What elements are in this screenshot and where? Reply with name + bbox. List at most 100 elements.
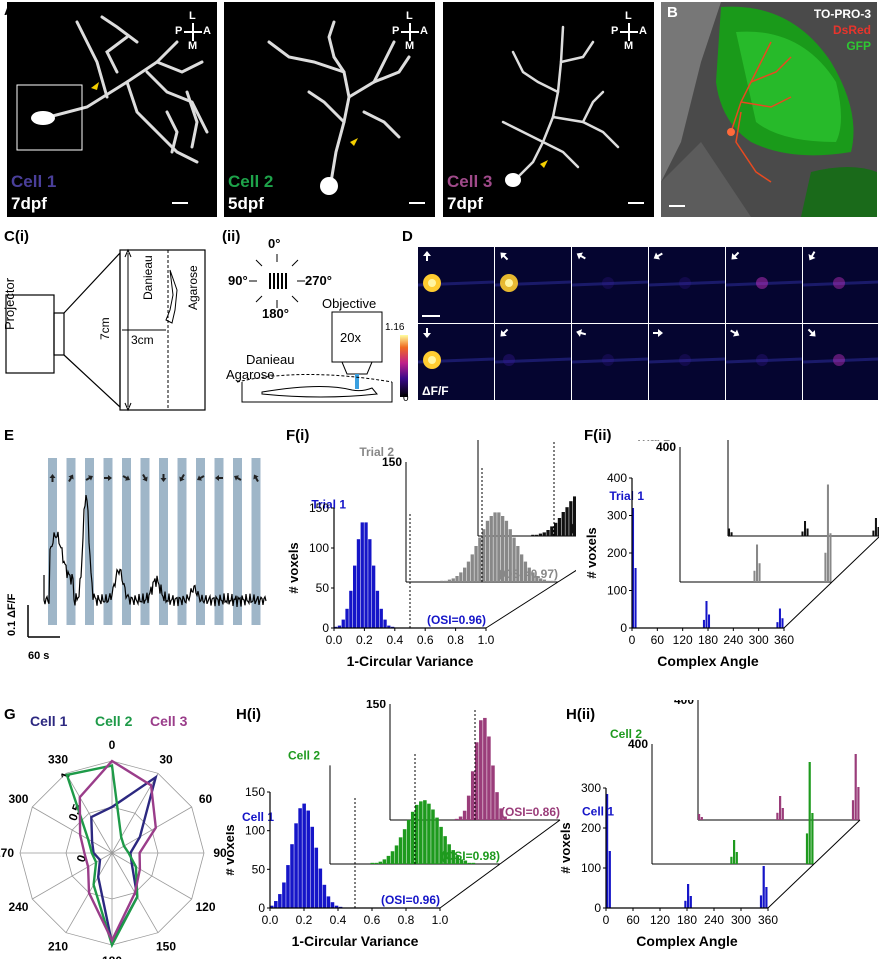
- orient-right: A: [420, 25, 428, 37]
- x-tick-label: 180: [698, 633, 718, 647]
- histogram-bar: [402, 829, 407, 864]
- histogram-bar: [475, 742, 479, 820]
- histogram-bar: [451, 578, 455, 582]
- orient-left: P: [175, 25, 183, 37]
- histogram-bar: [306, 810, 310, 908]
- stimulus-epoch-bar: [48, 458, 57, 625]
- orientation-compass-3: L P A M: [611, 10, 647, 54]
- stimulus-direction-arrow: [808, 251, 816, 261]
- imaging-background: [648, 357, 726, 364]
- y-tick-label: 100: [245, 824, 265, 838]
- cell-1-name: Cell 1: [11, 172, 57, 191]
- cell-3-image: Cell 3 7dpf L P A M: [443, 2, 654, 217]
- panel-hi-label: H(i): [236, 706, 261, 723]
- dff-trace: [43, 494, 267, 607]
- cell-response-blob: [833, 277, 845, 289]
- histogram-bar: [440, 580, 444, 582]
- x-tick-label: 360: [758, 913, 778, 927]
- histogram-bar: [857, 787, 860, 820]
- arrow-shape: [808, 251, 816, 261]
- stim-arrow-shape: [122, 475, 130, 481]
- histogram-bar: [278, 894, 282, 908]
- histogram-bar: [314, 847, 319, 908]
- arrow-shape: [576, 252, 586, 260]
- histogram-bar: [382, 859, 387, 864]
- histogram-bar: [427, 803, 431, 864]
- microscope-schematic: [236, 254, 393, 403]
- histogram-bar: [535, 576, 539, 582]
- cell-1-neuron: [16, 15, 209, 204]
- stimulus-direction-arrow: [576, 252, 586, 260]
- stimulus-direction-arrow: [423, 251, 431, 261]
- stimulus-arrow: [215, 475, 223, 481]
- polar-angle-label: 270: [0, 846, 14, 860]
- histogram-bar: [482, 529, 486, 582]
- histogram-bar: [565, 507, 569, 536]
- cell-1-image: Cell 1 7dpf L P A M: [7, 2, 217, 217]
- y-axis-title: # voxels: [584, 527, 599, 578]
- layer-name: Cell 3: [348, 700, 380, 701]
- histogram-bar: [360, 522, 364, 628]
- histogram-bar: [608, 851, 611, 908]
- histogram-bar: [826, 484, 829, 582]
- histogram-bar: [778, 608, 781, 628]
- y-tick-label: 0: [620, 621, 627, 635]
- histogram-bar: [527, 567, 531, 582]
- polar-legend-1: Cell 1: [30, 713, 68, 729]
- histogram-bar: [806, 528, 809, 536]
- stim-arrow-shape: [85, 475, 93, 481]
- projector-schematic: [5, 248, 206, 412]
- polar-spoke: [111, 806, 192, 854]
- stimulus-epoch-bar: [66, 458, 76, 625]
- histogram-bar: [466, 795, 471, 820]
- tuning-curve-3: [78, 759, 158, 944]
- cell-2-neuron: [267, 20, 425, 204]
- histogram-bar: [554, 522, 558, 536]
- stim-arrow-shape: [49, 474, 56, 482]
- polar-angle-label: 210: [48, 940, 68, 954]
- imaging-background: [494, 357, 572, 364]
- histogram-bar: [874, 518, 877, 536]
- y-tick-label: 200: [581, 821, 601, 835]
- panel-hii-label: H(ii): [566, 706, 596, 723]
- histogram-bar: [334, 905, 339, 908]
- layer-name: Cell 1: [242, 810, 274, 824]
- circular-variance-histogram-cells: 150Cell 3(OSI=0.86)Cell 2(OSI=0.98)Cell …: [226, 700, 561, 949]
- cell-response-blob: [602, 277, 614, 289]
- layer-name: Trial 2: [359, 445, 394, 459]
- x-tick-label: 0.4: [330, 913, 347, 927]
- stimulus-direction-arrow: [653, 329, 663, 337]
- stimulus-direction-arrow: [731, 251, 740, 260]
- stimulus-direction-arrow: [500, 328, 509, 337]
- layer-y-top-tick: 400: [656, 440, 676, 454]
- histogram-bar: [606, 794, 609, 908]
- arrow-shape: [423, 328, 431, 338]
- histogram-bar: [523, 561, 528, 582]
- stimulus-arrow: [160, 474, 167, 482]
- histogram-bar: [497, 512, 501, 582]
- histogram-bar: [326, 896, 331, 908]
- histogram-bar: [698, 814, 701, 820]
- histogram-bar: [512, 537, 516, 582]
- orientation-compass-1: L P A M: [175, 10, 211, 54]
- legend-dsred: DsRed: [832, 23, 871, 37]
- polar-angle-label: 60: [199, 792, 213, 806]
- x-tick-label: 0: [629, 633, 636, 647]
- layer-connector: [485, 581, 559, 629]
- legend-gfp: GFP: [846, 39, 871, 53]
- polar-angle-label: 120: [196, 900, 216, 914]
- histogram-bar: [459, 859, 464, 864]
- x-tick-label: 0.2: [296, 913, 313, 927]
- histogram-bar: [455, 855, 460, 864]
- panel-g-label: G: [4, 706, 16, 723]
- histogram-bar: [508, 529, 512, 582]
- histogram-bar: [531, 534, 535, 536]
- x-tick-label: 360: [774, 633, 794, 647]
- trace-scalebar-y: 0.1 ΔF/F: [6, 593, 18, 636]
- histogram-bar: [776, 812, 779, 820]
- histogram-bar: [423, 800, 427, 864]
- histogram-bar: [485, 520, 490, 582]
- orientation-compass-2: L P A M: [392, 10, 428, 54]
- histogram-bar: [341, 619, 345, 628]
- arrow-shape: [653, 252, 663, 260]
